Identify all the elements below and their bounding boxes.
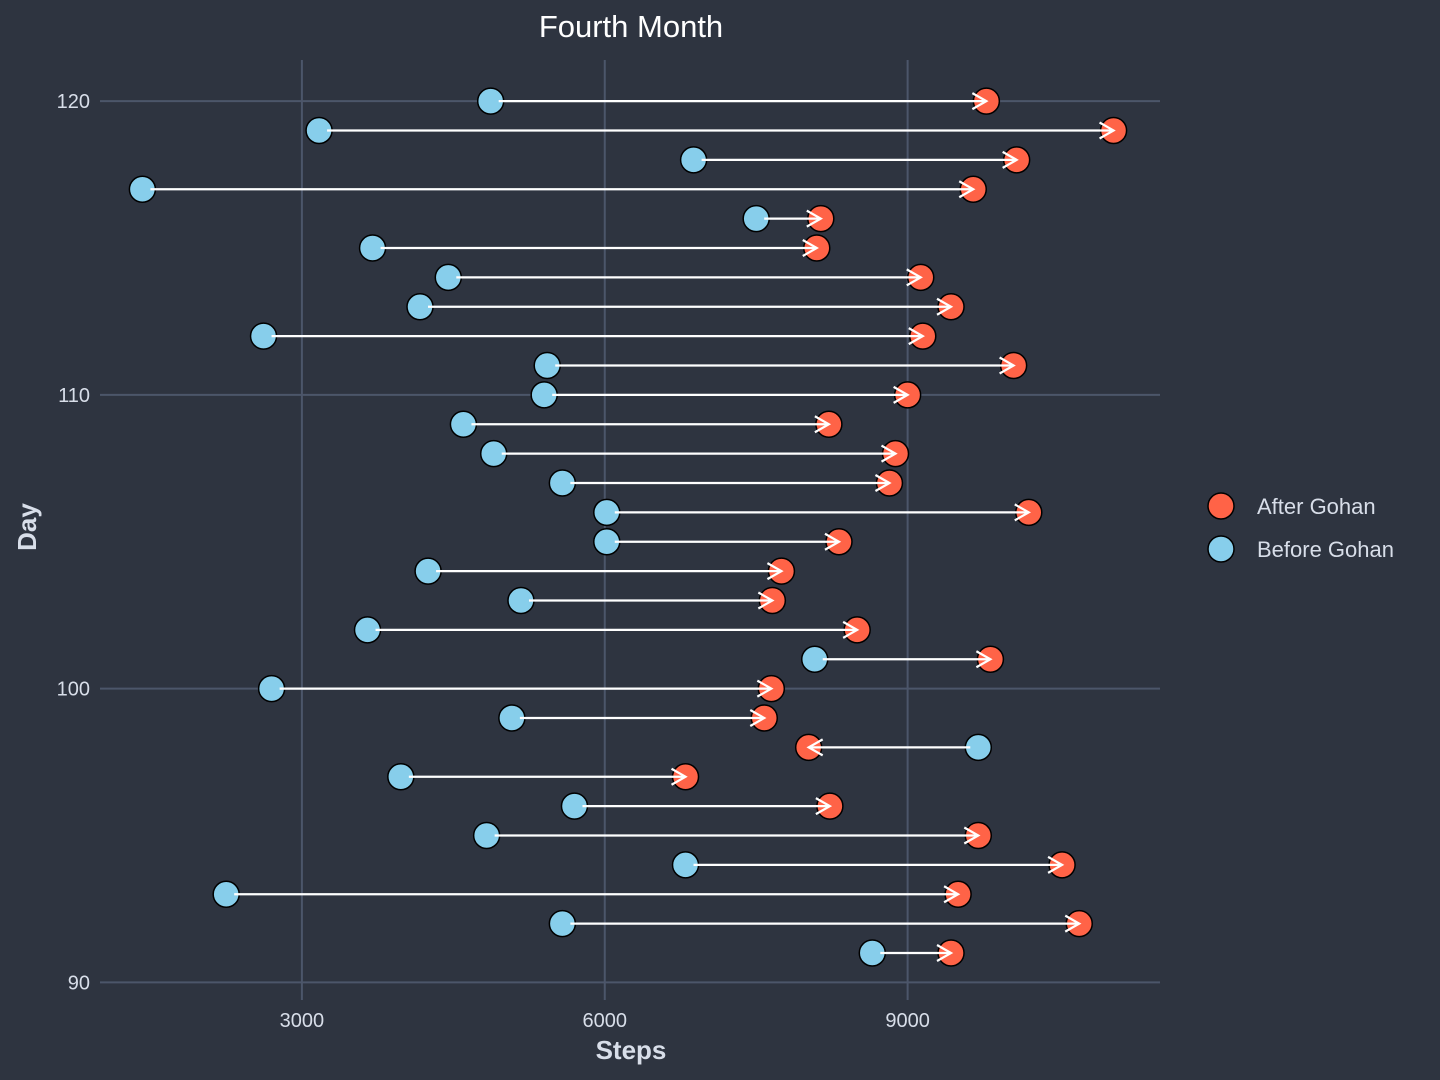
arrow [271,327,925,346]
arrow-head [802,239,819,257]
arrow [693,855,1065,874]
tick-labels: 3000 6000 9000 90 100 110 120 [57,91,930,1032]
arrow [150,180,976,199]
arrow-head [806,209,824,228]
y-tick-label: 110 [58,385,90,407]
arrow-head [1064,914,1082,933]
legend-label: Before Gohan [1257,537,1394,562]
x-axis-title: Steps [596,1035,667,1065]
arrow [701,150,1019,169]
arrow-head [757,591,775,610]
arrow-head [908,327,925,346]
arrow [494,826,981,845]
arrow-head [766,562,784,581]
arrow-head [1002,150,1019,169]
arrow-head [842,620,860,639]
arrow [436,562,784,581]
y-axis-title: Day [12,503,42,551]
grid-lines [100,60,1160,1000]
chart-title: Fourth Month [539,9,723,44]
arrow [764,209,824,228]
arrow [471,415,832,434]
arrow-head [1099,121,1116,140]
arrow-head [999,356,1016,375]
x-tick-label: 9000 [885,1010,930,1032]
arrow-head [936,297,954,316]
arrow [570,474,892,492]
arrow-head [749,709,767,727]
arrow [822,650,993,669]
arrow-head [975,650,993,669]
arrow-head [880,444,898,463]
arrow [570,914,1082,933]
arrow [375,620,860,639]
legend-item: Before Gohan [1207,535,1394,563]
arrow [582,797,833,816]
legend: After Gohan Before Gohan [1207,492,1394,563]
y-tick-label: 90 [68,972,90,994]
arrow [519,709,767,727]
x-tick-label: 3000 [280,1010,325,1032]
y-tick-label: 100 [57,679,90,701]
arrow [880,944,954,962]
arrow [279,679,774,698]
arrow-head [670,767,688,786]
arrow [380,239,819,257]
legend-swatch [1207,492,1235,520]
arrow [456,268,923,287]
arrow [498,92,989,111]
legend-swatch [1207,535,1235,563]
arrow [555,356,1016,375]
arrow-head [906,268,923,287]
legend-item: After Gohan [1207,492,1376,520]
arrow-head [1014,503,1031,522]
arrow-head [943,885,961,904]
y-tick-label: 120 [57,91,90,113]
arrow [408,767,688,786]
arrow-head [1047,855,1065,874]
legend-label: After Gohan [1257,494,1376,519]
arrow [528,591,775,610]
arrow-head [971,92,989,111]
arrow-head [824,532,842,551]
arrow-head [963,826,981,845]
arrow [552,385,910,404]
x-tick-label: 6000 [583,1010,628,1032]
arrow [614,532,842,551]
arrow-head [958,180,976,199]
arrow [428,297,954,316]
arrow [501,444,898,463]
arrow-lines [150,92,1116,962]
arrow-head [756,679,774,698]
arrow-head [806,738,824,757]
arrow [614,503,1031,522]
arrow-head [814,415,832,434]
arrow-head [815,797,833,816]
arrow [234,885,961,904]
arrow-head [874,474,892,492]
arrow [806,738,971,757]
data-points [128,87,1128,967]
arrow-head [893,385,910,404]
arrow-head [936,944,954,962]
arrow [327,121,1116,140]
